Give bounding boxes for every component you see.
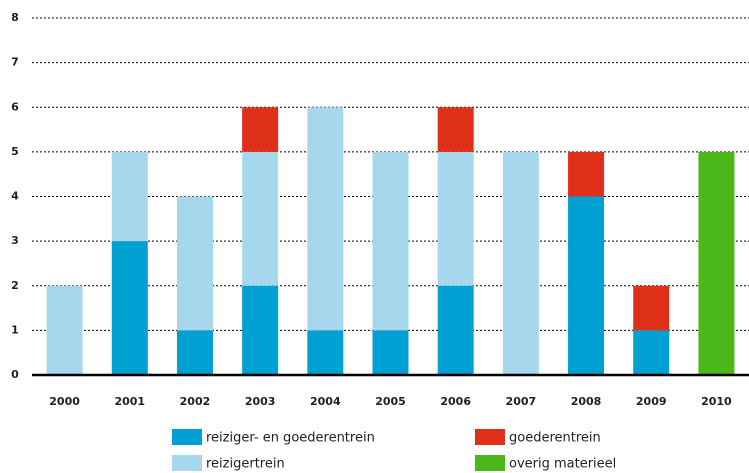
bar-segment [242, 151, 279, 286]
x-tick-label: 2005 [375, 395, 406, 408]
x-tick-label: 2004 [310, 395, 341, 408]
x-tick-label: 2010 [701, 395, 732, 408]
y-tick-label: 4 [11, 190, 19, 203]
bar-segment [242, 107, 279, 152]
y-tick-label: 6 [11, 100, 19, 113]
bar-segment [307, 330, 344, 375]
bar-segment [111, 151, 148, 242]
bar-segment [176, 196, 213, 331]
legend-swatch [172, 429, 202, 445]
x-tick-label: 2003 [245, 395, 276, 408]
bar-segment [633, 285, 670, 331]
bar-segment [437, 151, 474, 286]
legend-label: reizigertrein [206, 457, 285, 472]
bar-segment [307, 107, 344, 331]
bar-segment [437, 285, 474, 375]
y-tick-label: 3 [11, 234, 19, 247]
legend-label: overig materieel [509, 457, 616, 472]
y-tick-label: 8 [11, 11, 19, 24]
legend-label: reiziger- en goederentrein [206, 431, 375, 446]
x-tick-label: 2008 [571, 395, 602, 408]
y-tick-label: 2 [11, 279, 19, 292]
y-tick-label: 0 [11, 368, 19, 381]
x-tick-label: 2002 [180, 395, 211, 408]
x-tick-label: 2000 [49, 395, 80, 408]
bar-segment [568, 151, 605, 197]
bar-segment [633, 330, 670, 375]
y-tick-label: 1 [11, 323, 19, 336]
bar-segment [437, 107, 474, 152]
bar-segment [372, 151, 409, 331]
x-tick-label: 2007 [506, 395, 537, 408]
bar-segment [46, 285, 83, 375]
legend-swatch [475, 429, 505, 445]
bar-segment [111, 241, 148, 375]
bar-segment [176, 330, 213, 375]
y-tick-label: 5 [11, 145, 19, 158]
legend-label: goederentrein [509, 431, 601, 446]
bar-segment [242, 285, 279, 375]
bar-segment [698, 151, 735, 375]
x-tick-label: 2009 [636, 395, 667, 408]
x-tick-label: 2001 [114, 395, 145, 408]
legend-swatch [475, 455, 505, 471]
y-tick-label: 7 [11, 56, 19, 69]
bar-segment [568, 196, 605, 375]
bar-segment [372, 330, 409, 375]
bar-segment [502, 151, 539, 375]
legend-swatch [172, 455, 202, 471]
x-tick-label: 2006 [440, 395, 471, 408]
